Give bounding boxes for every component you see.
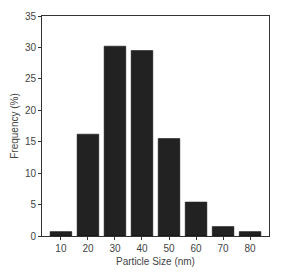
svg-text:40: 40 [136, 243, 148, 254]
svg-text:0: 0 [30, 231, 36, 242]
svg-text:5: 5 [30, 199, 36, 210]
svg-text:10: 10 [25, 168, 37, 179]
svg-text:35: 35 [25, 11, 37, 22]
svg-text:15: 15 [25, 136, 37, 147]
svg-text:70: 70 [217, 243, 229, 254]
svg-text:Frequency (%): Frequency (%) [9, 93, 20, 159]
svg-text:Particle Size (nm): Particle Size (nm) [116, 256, 195, 267]
svg-text:50: 50 [163, 243, 175, 254]
svg-text:30: 30 [25, 42, 37, 53]
svg-text:60: 60 [190, 243, 202, 254]
svg-text:20: 20 [25, 105, 37, 116]
svg-text:20: 20 [82, 243, 94, 254]
svg-text:80: 80 [245, 243, 257, 254]
svg-text:10: 10 [55, 243, 67, 254]
svg-text:25: 25 [25, 73, 37, 84]
svg-text:30: 30 [109, 243, 121, 254]
